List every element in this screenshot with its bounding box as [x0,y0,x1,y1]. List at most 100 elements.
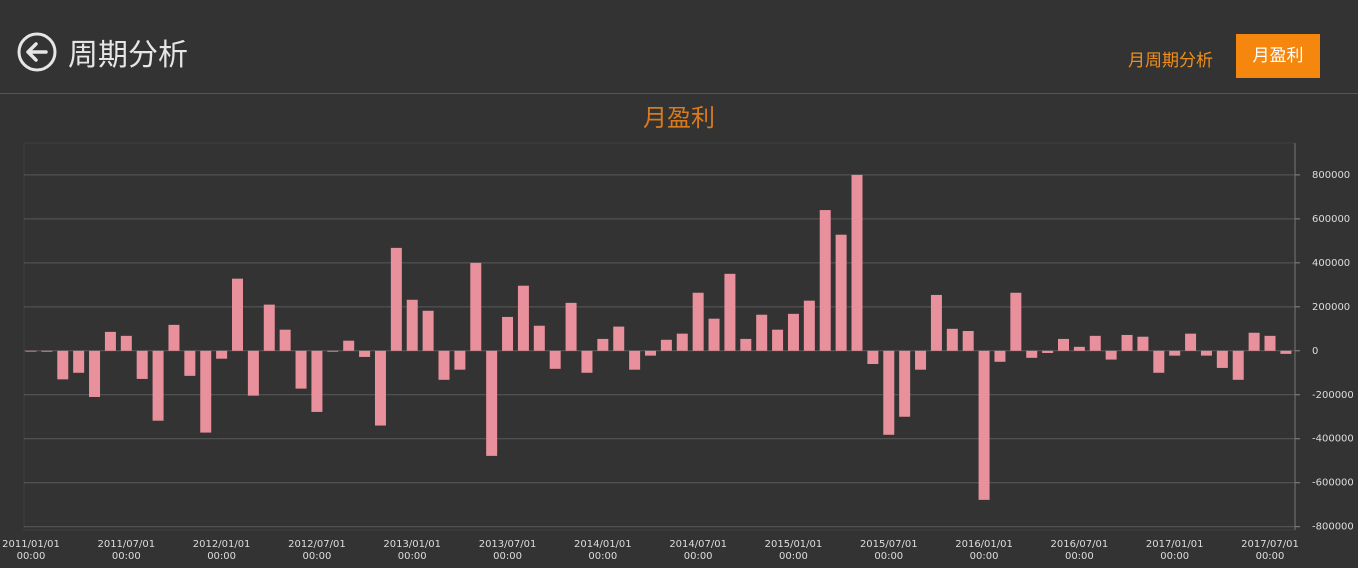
bar [565,302,577,351]
bar [390,247,402,351]
plot-frame [23,142,1296,531]
x-tick-label: 2013/07/01 00:00 [478,539,537,562]
x-tick-label: 2016/01/01 00:00 [955,539,1013,562]
bar [851,174,863,351]
bar [89,350,101,397]
bar [152,350,164,421]
bar [819,210,831,351]
y-tick-label: -400000 [1312,434,1354,445]
bar [915,350,927,370]
bar [1153,350,1165,373]
y-tick-label: 600000 [1312,214,1350,225]
bar [1121,334,1133,351]
bar [787,313,799,351]
bar [1200,350,1212,356]
bar [835,234,847,351]
bar [168,324,180,351]
bar [343,340,355,351]
y-tick-label: 200000 [1312,302,1350,313]
x-tick-label: 2014/01/01 00:00 [574,539,632,562]
bar [517,285,529,351]
bar [549,350,561,369]
bar [597,338,609,351]
y-tick-label: 0 [1312,346,1318,357]
bar [772,329,784,351]
x-tick-label: 2016/07/01 00:00 [1050,539,1109,562]
back-button[interactable] [7,22,67,82]
x-tick-label: 2013/01/01 00:00 [383,539,442,562]
bar [533,325,545,351]
header: 周期分析 月周期分析 月盈利 [0,0,1358,94]
chart-title: 月盈利 [643,104,715,132]
bar [1216,350,1228,368]
bar [724,273,736,351]
bar [1248,332,1260,351]
bar [41,350,53,352]
bar [279,329,291,351]
bar [486,350,498,456]
y-tick-label: -600000 [1312,478,1354,489]
bar [1169,350,1181,356]
bar [930,294,942,351]
bar [1042,350,1054,353]
bar [1073,346,1085,351]
bar [613,326,625,351]
bar [104,331,116,351]
tab-active[interactable]: 月盈利 [1236,34,1320,78]
bar [120,335,132,351]
bar [327,350,339,352]
bar [247,350,259,396]
bar [184,350,196,376]
x-tick-label: 2012/07/01 00:00 [288,539,346,562]
bar [756,314,768,351]
bar [136,350,148,379]
x-tick-label: 2017/01/01 00:00 [1145,539,1204,562]
page-title: 周期分析 [68,38,188,73]
bar [660,339,672,351]
bar [200,350,212,433]
x-tick-label: 2014/07/01 00:00 [669,539,727,562]
y-tick-label: -200000 [1312,390,1354,401]
bar [1280,350,1292,354]
bar [232,278,243,351]
bar [994,350,1006,362]
bar [502,316,514,351]
bar [978,350,990,500]
bar [1058,338,1069,351]
bar [57,350,69,380]
bar [629,350,641,370]
bar [1137,336,1149,351]
bar [867,350,879,364]
bar [692,292,704,351]
bar [406,299,418,351]
bar [740,338,752,351]
bar [962,331,974,351]
bar [676,333,688,351]
bar [1264,335,1276,351]
bar [454,350,466,370]
bar [708,318,720,351]
bar [1089,335,1101,351]
bar [946,328,958,351]
bar [422,310,434,351]
bar [899,350,911,417]
bar [25,350,37,352]
bar [311,350,323,412]
bar [645,350,656,356]
bar [1010,292,1022,351]
y-tick-label: -800000 [1312,522,1354,533]
bar [73,350,85,373]
bar [1185,333,1197,351]
bar [295,350,307,389]
tab[interactable]: 月周期分析 [1128,51,1213,71]
bar [1105,350,1117,360]
y-tick-label: 800000 [1312,170,1350,181]
x-tick-label: 2017/07/01 00:00 [1241,539,1299,562]
x-tick-label: 2011/07/01 00:00 [97,539,156,562]
bar [438,350,450,380]
y-tick-label: 400000 [1312,258,1350,269]
x-tick-label: 2011/01/01 00:00 [2,539,60,562]
x-tick-label: 2015/07/01 00:00 [859,539,918,562]
